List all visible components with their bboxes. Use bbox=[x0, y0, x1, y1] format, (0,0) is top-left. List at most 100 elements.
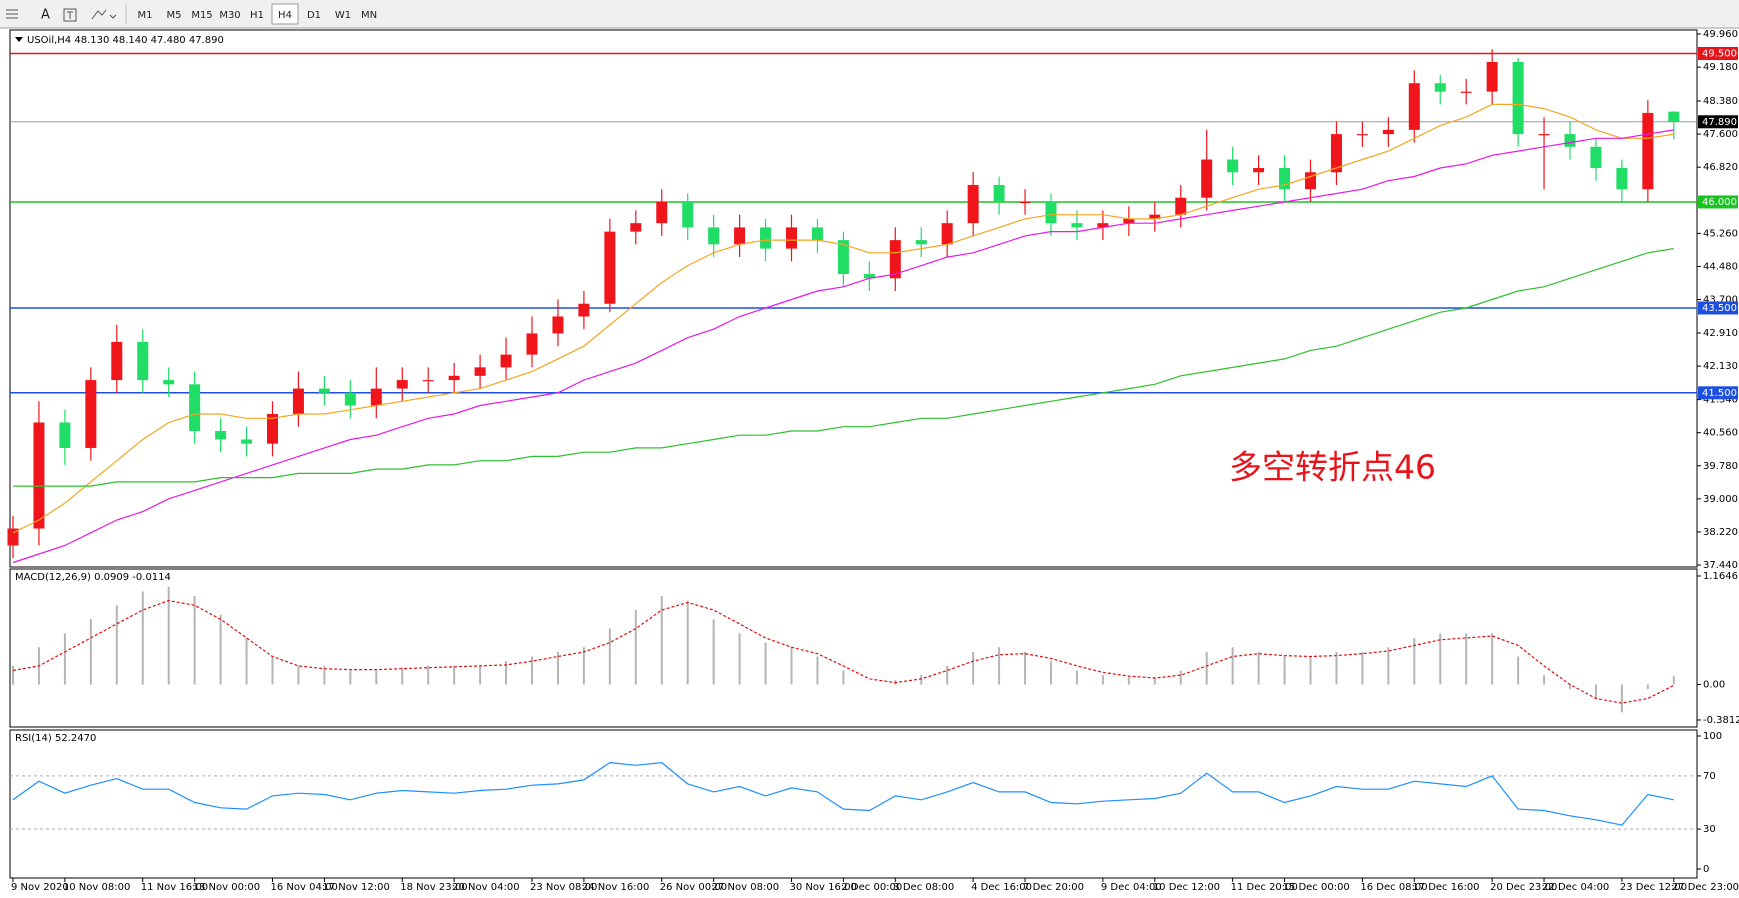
x-tick-label: 10 Dec 12:00 bbox=[1153, 882, 1220, 893]
chart-title: USOil,H4 48.130 48.140 47.480 47.890 bbox=[27, 35, 224, 46]
candle-body bbox=[33, 422, 45, 529]
text-box-icon[interactable] bbox=[63, 8, 77, 22]
candle-body bbox=[1408, 83, 1420, 130]
level-tag bbox=[1698, 301, 1738, 315]
annotation: 多空转折点46 bbox=[1229, 448, 1436, 487]
x-tick-label: 27 Dec 23:00 bbox=[1672, 882, 1739, 893]
candle-body bbox=[1434, 83, 1446, 92]
timeframe-button[interactable] bbox=[271, 3, 299, 25]
x-tick-label: 10 Nov 08:00 bbox=[63, 882, 130, 893]
x-tick-label: 17 Nov 12:00 bbox=[322, 882, 389, 893]
x-tick-label: 11 Nov 16:00 bbox=[141, 882, 208, 893]
x-tick-label: 17 Dec 16:00 bbox=[1412, 882, 1479, 893]
candle-body bbox=[1330, 134, 1342, 173]
y-tick-label: 0.00 bbox=[1703, 679, 1725, 690]
timeframe-label[interactable]: M5 bbox=[167, 10, 182, 21]
candle-body bbox=[760, 227, 772, 249]
y-tick-label: 40.560 bbox=[1703, 428, 1738, 439]
timeframe-label[interactable]: MN bbox=[361, 10, 377, 21]
y-tick-label: 46.820 bbox=[1703, 162, 1738, 173]
candle-body bbox=[526, 333, 538, 355]
level-label: 49.500 bbox=[1702, 49, 1737, 60]
candle-body bbox=[7, 528, 19, 546]
main-pane bbox=[9, 29, 1698, 568]
candle-body bbox=[1227, 159, 1239, 173]
x-tick-label: 3 Dec 08:00 bbox=[893, 882, 954, 893]
candle-body bbox=[59, 422, 71, 448]
y-tick-label: 48.380 bbox=[1703, 96, 1738, 107]
level-label: 43.500 bbox=[1702, 303, 1737, 314]
x-tick-label: 16 Nov 04:00 bbox=[271, 882, 338, 893]
tool-icons bbox=[6, 5, 127, 24]
x-tick-label: 2 Dec 00:00 bbox=[841, 882, 902, 893]
candle-body bbox=[1512, 61, 1524, 135]
candle-body bbox=[1382, 129, 1394, 135]
timeframe-label[interactable]: M15 bbox=[191, 10, 212, 21]
candle-body bbox=[837, 240, 849, 275]
timeframe-label[interactable]: D1 bbox=[307, 10, 321, 21]
rsi-pane bbox=[9, 729, 1698, 879]
x-tick-label: 23 Nov 08:00 bbox=[530, 882, 597, 893]
x-tick-label: 15 Dec 00:00 bbox=[1283, 882, 1350, 893]
y-tick-label: 43.700 bbox=[1703, 295, 1738, 306]
candle-body bbox=[1642, 112, 1654, 190]
candle-body bbox=[1279, 168, 1291, 190]
candle-body bbox=[863, 274, 875, 279]
y-tick-label: 44.480 bbox=[1703, 261, 1738, 272]
candle-body bbox=[1616, 168, 1628, 190]
x-tick-label: 27 Nov 08:00 bbox=[712, 882, 779, 893]
candle-body bbox=[1538, 134, 1550, 136]
y-tick-label: 42.130 bbox=[1703, 361, 1738, 372]
candle-body bbox=[1305, 172, 1316, 190]
y-tick-label: 41.340 bbox=[1703, 395, 1738, 406]
x-tick-label: 30 Nov 16:00 bbox=[790, 882, 857, 893]
candle-body bbox=[1149, 214, 1161, 219]
candle-body bbox=[941, 223, 953, 245]
last-price-label: 47.890 bbox=[1702, 117, 1737, 128]
level-label: 41.500 bbox=[1702, 388, 1737, 399]
x-tick-label: 9 Dec 04:00 bbox=[1101, 882, 1162, 893]
x-tick-label: 22 Dec 04:00 bbox=[1542, 882, 1609, 893]
candle-body bbox=[85, 380, 97, 448]
rsi-line bbox=[12, 761, 1674, 826]
candle-body bbox=[137, 341, 149, 381]
y-tick-label: 30 bbox=[1703, 824, 1716, 835]
y-tick-label: 39.780 bbox=[1703, 461, 1738, 472]
level-tag bbox=[1698, 386, 1738, 400]
macd-title: MACD(12,26,9) 0.0909 -0.0114 bbox=[15, 572, 171, 583]
candle-body bbox=[370, 388, 382, 406]
candle-body bbox=[578, 303, 590, 317]
x-tick-label: 23 Dec 12:00 bbox=[1620, 882, 1687, 893]
candle-body bbox=[604, 231, 616, 304]
candle-body bbox=[915, 240, 927, 245]
y-tick-label: 38.220 bbox=[1703, 527, 1738, 538]
arrow-icon[interactable] bbox=[91, 9, 117, 20]
x-tick-label: 11 Dec 20:00 bbox=[1231, 882, 1298, 893]
candle-body bbox=[786, 227, 797, 249]
dropdown-arrow[interactable] bbox=[15, 37, 23, 42]
timeframe-label[interactable]: M1 bbox=[138, 10, 153, 21]
candle-body bbox=[422, 380, 434, 382]
candle-body bbox=[1019, 201, 1031, 204]
timeframe-label[interactable]: H4 bbox=[278, 10, 292, 21]
candle-body bbox=[1253, 168, 1265, 173]
candle-body bbox=[189, 384, 201, 431]
candle-body bbox=[1486, 61, 1498, 92]
candle-body bbox=[111, 341, 123, 381]
candle-body bbox=[656, 201, 668, 224]
level-tag bbox=[1698, 195, 1738, 209]
candle-body bbox=[1460, 91, 1472, 93]
x-tick-label: 9 Nov 2020 bbox=[11, 882, 69, 893]
candle-body bbox=[682, 201, 694, 228]
x-tick-label: 26 Nov 00:00 bbox=[660, 882, 727, 893]
x-tick-label: 4 Dec 16:00 bbox=[971, 882, 1032, 893]
timeframe-label[interactable]: H1 bbox=[250, 10, 264, 21]
candle-body bbox=[1123, 218, 1135, 224]
candle-body bbox=[163, 380, 175, 385]
timeframe-label[interactable]: M30 bbox=[219, 10, 240, 21]
timeframe-label[interactable]: W1 bbox=[335, 10, 351, 21]
text-tool[interactable]: A bbox=[41, 8, 50, 23]
candle-body bbox=[267, 414, 278, 444]
y-tick-label: -0.3812 bbox=[1703, 715, 1739, 726]
